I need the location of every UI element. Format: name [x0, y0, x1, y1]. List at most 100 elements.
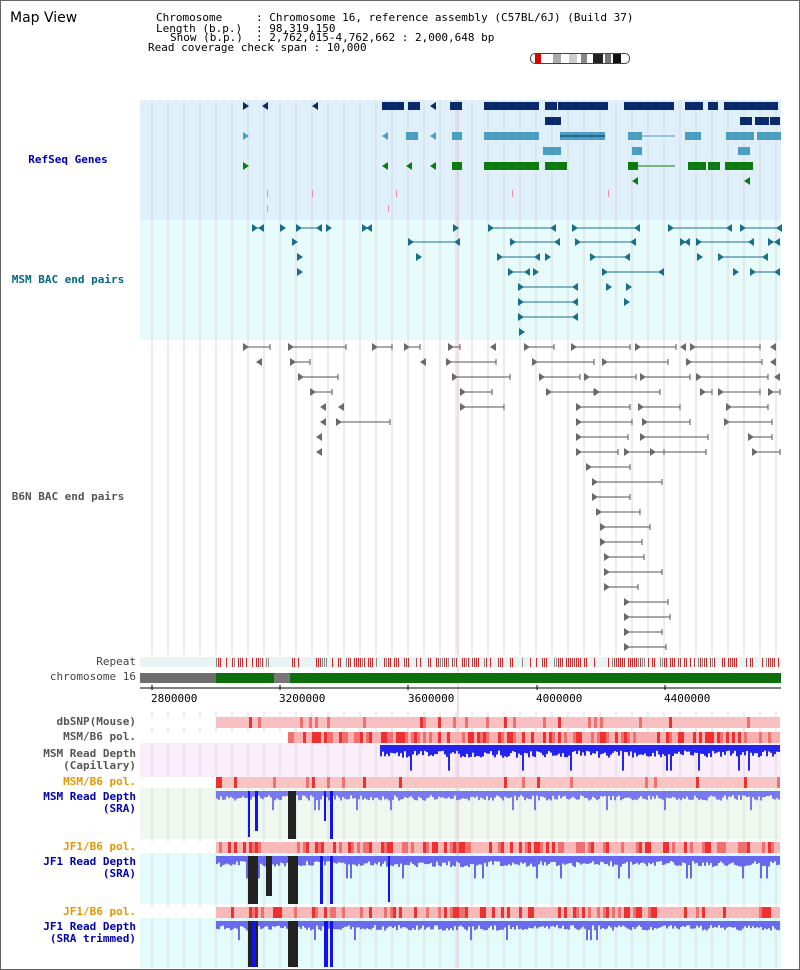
bac-end[interactable]: [624, 298, 630, 306]
bac-end[interactable]: [316, 433, 322, 441]
bac-end[interactable]: [338, 403, 344, 411]
track-label-msm-b6-pol-2[interactable]: MSM/B6 pol.: [63, 775, 136, 788]
bac-end[interactable]: [696, 238, 702, 246]
bac-end[interactable]: [452, 373, 458, 381]
bac-end[interactable]: [726, 224, 732, 232]
bac-end[interactable]: [635, 343, 641, 351]
bac-end[interactable]: [288, 343, 294, 351]
bac-end[interactable]: [297, 268, 303, 276]
track-label-refseq[interactable]: RefSeq Genes: [28, 153, 108, 166]
track-label-jf1-b6-pol-2[interactable]: JF1/B6 pol.: [63, 905, 136, 918]
bac-end[interactable]: [508, 268, 514, 276]
bac-end[interactable]: [518, 283, 524, 291]
bac-end[interactable]: [640, 373, 646, 381]
bac-end[interactable]: [774, 373, 780, 381]
bac-end[interactable]: [733, 268, 739, 276]
bac-end[interactable]: [624, 253, 630, 261]
bac-end[interactable]: [624, 448, 630, 456]
bac-end[interactable]: [572, 313, 578, 321]
bac-end[interactable]: [297, 253, 303, 261]
bac-end[interactable]: [630, 238, 636, 246]
bac-end[interactable]: [316, 224, 322, 232]
bac-end[interactable]: [510, 238, 516, 246]
bac-end[interactable]: [770, 358, 776, 366]
track-label-msm-b6-pol-1[interactable]: MSM/B6 pol.: [63, 730, 136, 743]
bac-end[interactable]: [320, 418, 326, 426]
gene-feature[interactable]: [430, 102, 436, 110]
gene-feature[interactable]: [744, 177, 750, 185]
bac-end[interactable]: [624, 643, 630, 651]
bac-end[interactable]: [700, 388, 706, 396]
bac-end[interactable]: [642, 418, 648, 426]
gene-feature[interactable]: [243, 132, 249, 140]
bac-end[interactable]: [596, 508, 602, 516]
bac-end[interactable]: [680, 343, 686, 351]
gene-feature[interactable]: [243, 102, 249, 110]
bac-end[interactable]: [572, 224, 578, 232]
bac-end[interactable]: [638, 403, 644, 411]
bac-end[interactable]: [256, 358, 262, 366]
bac-end[interactable]: [750, 268, 756, 276]
bac-end[interactable]: [320, 403, 326, 411]
bac-end[interactable]: [602, 268, 608, 276]
bac-end[interactable]: [362, 224, 368, 232]
gene-feature[interactable]: [382, 162, 388, 170]
bac-end[interactable]: [602, 358, 608, 366]
bac-end[interactable]: [258, 224, 264, 232]
bac-end[interactable]: [604, 568, 610, 576]
track-label-jf1-b6-pol-1[interactable]: JF1/B6 pol.: [63, 840, 136, 853]
bac-end[interactable]: [366, 224, 372, 232]
bac-end[interactable]: [680, 238, 686, 246]
bac-end[interactable]: [748, 433, 754, 441]
gene-feature[interactable]: [632, 177, 638, 185]
bac-end[interactable]: [762, 253, 768, 261]
bac-end[interactable]: [740, 224, 746, 232]
track-label-msm-bac[interactable]: MSM BAC end pairs: [11, 273, 125, 286]
bac-end[interactable]: [650, 448, 656, 456]
bac-end[interactable]: [576, 418, 582, 426]
gene-feature[interactable]: [430, 162, 436, 170]
gene-feature[interactable]: [430, 132, 436, 140]
bac-end[interactable]: [545, 253, 551, 261]
bac-end[interactable]: [518, 298, 524, 306]
bac-end[interactable]: [768, 388, 774, 396]
bac-end[interactable]: [584, 373, 590, 381]
bac-end[interactable]: [576, 403, 582, 411]
bac-end[interactable]: [726, 403, 732, 411]
bac-end[interactable]: [298, 373, 304, 381]
bac-end[interactable]: [600, 523, 606, 531]
bac-end[interactable]: [448, 343, 454, 351]
bac-end[interactable]: [626, 283, 632, 291]
bac-end[interactable]: [600, 538, 606, 546]
track-label-jf1-depth-trim-1[interactable]: JF1 Read Depth: [43, 920, 136, 933]
bac-end[interactable]: [724, 418, 730, 426]
bac-end[interactable]: [497, 253, 503, 261]
bac-end[interactable]: [575, 238, 581, 246]
bac-end[interactable]: [572, 298, 578, 306]
bac-end[interactable]: [533, 268, 539, 276]
bac-end[interactable]: [606, 283, 612, 291]
bac-end[interactable]: [658, 268, 664, 276]
bac-end[interactable]: [690, 343, 696, 351]
bac-end[interactable]: [524, 343, 530, 351]
bac-end[interactable]: [774, 238, 780, 246]
bac-end[interactable]: [296, 224, 302, 232]
bac-end[interactable]: [592, 478, 598, 486]
chromosome-ideogram[interactable]: [530, 53, 630, 64]
bac-end[interactable]: [292, 238, 298, 246]
gene-feature[interactable]: [406, 162, 412, 170]
bac-end[interactable]: [518, 313, 524, 321]
bac-end[interactable]: [243, 343, 249, 351]
bac-end[interactable]: [718, 253, 724, 261]
bac-end[interactable]: [446, 358, 452, 366]
bac-end[interactable]: [408, 238, 414, 246]
bac-end[interactable]: [460, 403, 466, 411]
bac-end[interactable]: [488, 224, 494, 232]
bac-end[interactable]: [453, 224, 459, 232]
bac-end[interactable]: [624, 628, 630, 636]
bac-end[interactable]: [454, 238, 460, 246]
track-label-msm-depth-sra-1[interactable]: MSM Read Depth: [43, 790, 136, 803]
bac-end[interactable]: [336, 418, 342, 426]
bac-end[interactable]: [550, 224, 556, 232]
bac-end[interactable]: [752, 448, 758, 456]
